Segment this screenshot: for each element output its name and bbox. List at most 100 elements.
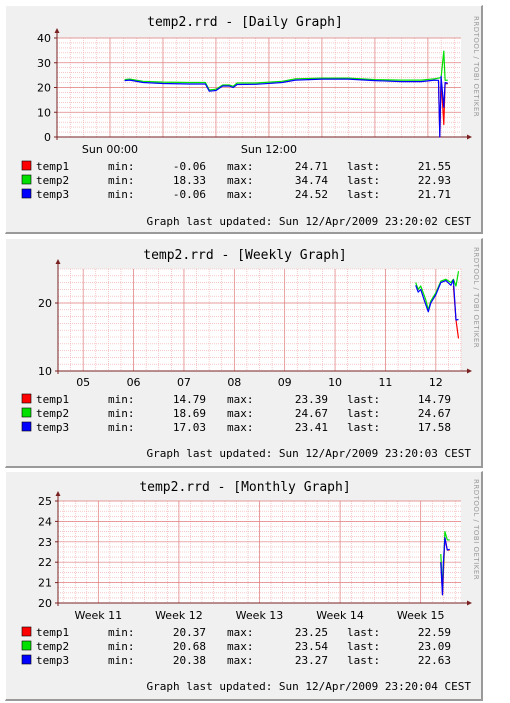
daily-graph-panel: temp2.rrd - [Daily Graph] 0 10 20 30 40 Sun 00… <box>5 5 483 234</box>
legend-max-value: 24.67 <box>295 407 328 420</box>
legend-last-label: last: <box>347 160 380 173</box>
legend-last-value: 17.58 <box>418 421 451 434</box>
x-axis-arrow <box>467 600 472 606</box>
chart-svg: temp2.rrd - [Monthly Graph] 20 21 22 23 24 25 W… <box>21 479 480 693</box>
weekly-graph-panel: temp2.rrd - [Weekly Graph] 10 20 05 06 07 08 09… <box>5 238 483 468</box>
legend-series-name: temp3 <box>36 421 69 434</box>
legend-min-label: min: <box>108 407 135 420</box>
legend-max-value: 34.74 <box>295 174 328 187</box>
legend-min-label: min: <box>108 626 135 639</box>
y-axis-arrow <box>55 491 61 496</box>
legend-min-label: min: <box>108 640 135 653</box>
x-axis-arrow <box>467 134 472 140</box>
x-tick-label: 08 <box>227 376 241 389</box>
x-tick-label: Sun 00:00 <box>82 143 138 156</box>
graph-last-updated: Graph last updated: Sun 12/Apr/2009 23:2… <box>146 215 471 228</box>
y-tick-label: 10 <box>38 365 52 378</box>
legend-max-value: 23.54 <box>295 640 328 653</box>
legend-min-value: 17.03 <box>173 421 206 434</box>
y-tick-label: 23 <box>38 536 52 549</box>
series-line-temp3 <box>124 75 448 138</box>
legend-max-label: max: <box>227 626 254 639</box>
x-tick-label: 12 <box>429 376 443 389</box>
legend-last-label: last: <box>347 407 380 420</box>
legend-min-value: 18.69 <box>173 407 206 420</box>
y-tick-label: 22 <box>38 556 52 569</box>
legend-max-value: 24.71 <box>295 160 328 173</box>
legend-max-label: max: <box>227 393 254 406</box>
legend-series-name: temp2 <box>36 640 69 653</box>
legend-series-name: temp3 <box>36 654 69 667</box>
legend-min-label: min: <box>108 421 135 434</box>
y-tick-label: 0 <box>44 131 51 144</box>
chart-svg: temp2.rrd - [Weekly Graph] 10 20 05 06 07 08 09… <box>21 247 480 460</box>
x-tick-label: Week 15 <box>397 609 445 622</box>
legend-max-value: 23.41 <box>295 421 328 434</box>
legend-last-value: 21.71 <box>418 188 451 201</box>
legend-swatch-temp3 <box>21 188 32 199</box>
chart-title: temp2.rrd - [Monthly Graph] <box>139 480 350 495</box>
legend-last-label: last: <box>347 654 380 667</box>
legend-last-value: 22.59 <box>418 626 451 639</box>
x-tick-label: 05 <box>76 376 90 389</box>
series-line-temp2 <box>124 50 448 91</box>
x-tick-label: Week 14 <box>316 609 364 622</box>
legend-swatch-temp3 <box>21 654 32 665</box>
legend-swatch-temp1 <box>21 160 32 171</box>
legend-min-label: min: <box>108 174 135 187</box>
y-tick-label: 24 <box>38 515 52 528</box>
legend-min-label: min: <box>108 393 135 406</box>
legend-min-value: -0.06 <box>173 160 206 173</box>
monthly-graph-panel: temp2.rrd - [Monthly Graph] 20 21 22 23 24 25 W… <box>5 471 483 701</box>
legend-min-value: 20.68 <box>173 640 206 653</box>
legend-last-value: 21.55 <box>418 160 451 173</box>
legend-series-name: temp1 <box>36 626 69 639</box>
legend-swatch-temp3 <box>21 421 32 432</box>
legend-last-value: 24.67 <box>418 407 451 420</box>
legend-last-label: last: <box>347 421 380 434</box>
legend-max-label: max: <box>227 174 254 187</box>
legend-min-value: 20.38 <box>173 654 206 667</box>
graph-last-updated: Graph last updated: Sun 12/Apr/2009 23:2… <box>146 447 471 460</box>
legend-swatch-temp1 <box>21 393 32 404</box>
x-tick-label: 06 <box>127 376 141 389</box>
y-axis-arrow <box>55 259 61 264</box>
chart-svg: temp2.rrd - [Daily Graph] 0 10 20 30 40 Sun 00… <box>21 15 480 228</box>
legend-swatch-temp2 <box>21 407 32 418</box>
legend-last-value: 22.93 <box>418 174 451 187</box>
legend-max-value: 23.25 <box>295 626 328 639</box>
chart-title: temp2.rrd - [Daily Graph] <box>147 15 343 30</box>
rrdtool-watermark: RRDTOOL / TOBI OETIKER <box>472 16 480 117</box>
x-tick-label: Week 12 <box>155 609 203 622</box>
series-line-temp2 <box>415 271 460 311</box>
legend-max-label: max: <box>227 654 254 667</box>
legend-series-name: temp2 <box>36 174 69 187</box>
rrdtool-watermark: RRDTOOL / TOBI OETIKER <box>472 479 480 580</box>
legend-max-label: max: <box>227 640 254 653</box>
legend-last-value: 14.79 <box>418 393 451 406</box>
legend-max-value: 23.27 <box>295 654 328 667</box>
x-tick-label: 10 <box>328 376 342 389</box>
legend-last-label: last: <box>347 626 380 639</box>
y-tick-label: 40 <box>37 32 51 45</box>
legend-series-name: temp2 <box>36 407 69 420</box>
legend-min-label: min: <box>108 160 135 173</box>
legend-swatch-temp2 <box>21 174 32 185</box>
series-line-temp3 <box>440 537 450 596</box>
legend-min-label: min: <box>108 188 135 201</box>
legend-swatch-temp1 <box>21 626 32 637</box>
y-tick-label: 10 <box>37 106 51 119</box>
legend-last-value: 22.63 <box>418 654 451 667</box>
chart-title: temp2.rrd - [Weekly Graph] <box>143 248 347 263</box>
legend-max-label: max: <box>227 160 254 173</box>
y-tick-label: 21 <box>38 577 52 590</box>
graph-last-updated: Graph last updated: Sun 12/Apr/2009 23:2… <box>146 680 471 693</box>
legend-series-name: temp1 <box>36 160 69 173</box>
x-tick-label: 09 <box>278 376 292 389</box>
legend-last-label: last: <box>347 174 380 187</box>
legend-max-label: max: <box>227 421 254 434</box>
legend-series-name: temp3 <box>36 188 69 201</box>
legend-min-value: 18.33 <box>173 174 206 187</box>
y-tick-label: 30 <box>37 57 51 70</box>
x-tick-label: 07 <box>177 376 191 389</box>
